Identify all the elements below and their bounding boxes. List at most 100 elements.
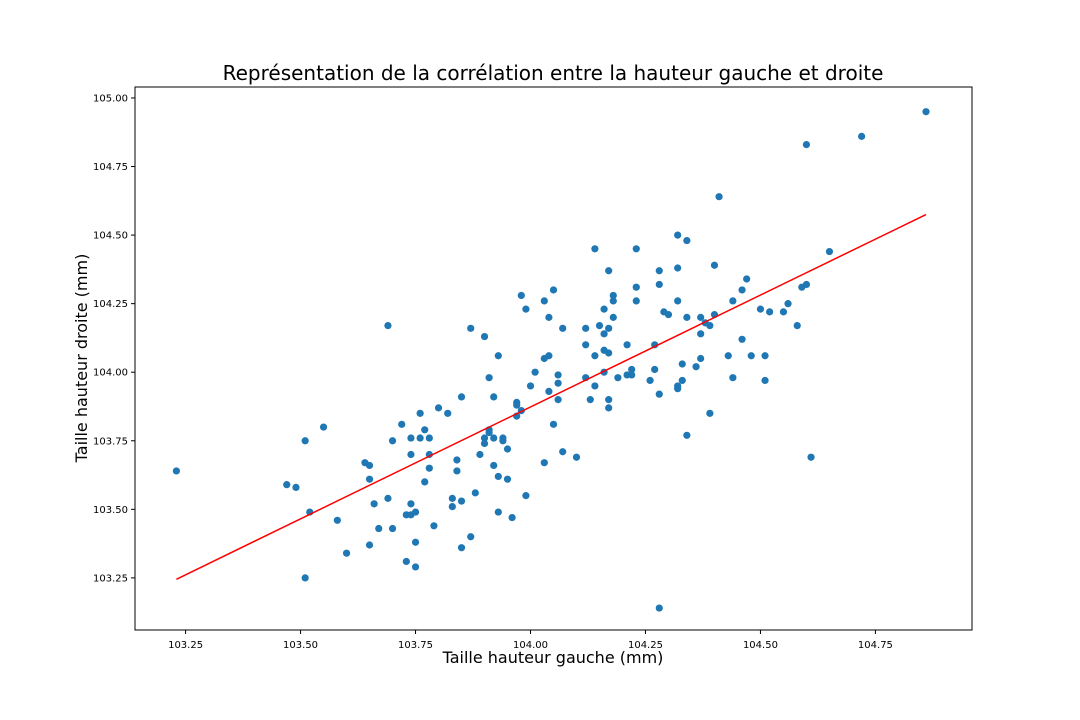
data-point: [683, 313, 691, 321]
data-point: [522, 305, 530, 313]
data-point: [761, 376, 769, 385]
data-point: [582, 341, 590, 349]
data-point: [540, 459, 548, 467]
data-point: [480, 332, 489, 341]
data-point: [490, 393, 498, 401]
data-point: [784, 300, 792, 308]
plot-area-frame: [134, 86, 973, 631]
data-point: [756, 305, 765, 313]
data-point: [480, 439, 489, 448]
data-point: [807, 453, 815, 461]
data-point: [453, 467, 461, 475]
data-point: [609, 313, 617, 321]
data-point: [407, 434, 415, 442]
data-point: [545, 313, 553, 321]
data-point: [600, 330, 608, 338]
data-point: [591, 352, 599, 360]
data-point: [628, 371, 636, 379]
data-point: [646, 376, 654, 385]
regression-line: [176, 213, 927, 580]
data-point: [292, 483, 300, 491]
data-point: [517, 291, 525, 300]
data-point: [632, 297, 640, 305]
x-tick-label: 103.25: [168, 640, 203, 651]
data-point: [342, 549, 351, 557]
data-point: [609, 297, 617, 305]
data-point: [457, 497, 466, 505]
data-point: [407, 500, 415, 508]
data-point: [453, 456, 461, 464]
data-point: [494, 352, 502, 360]
data-point: [388, 524, 397, 533]
data-point: [411, 508, 420, 516]
x-axis-label: Taille hauteur gauche (mm): [442, 648, 664, 667]
data-point: [655, 280, 663, 289]
data-point: [467, 324, 475, 332]
data-point: [416, 409, 424, 417]
data-point: [747, 352, 755, 360]
data-point: [697, 313, 705, 321]
data-point: [683, 236, 691, 245]
x-tick-label: 104.25: [628, 640, 663, 651]
data-point: [632, 283, 640, 291]
data-point: [922, 108, 930, 116]
y-tick-label: 104.00: [93, 368, 128, 379]
data-point: [802, 280, 811, 289]
data-point: [802, 140, 811, 149]
data-point: [664, 311, 673, 319]
data-point: [457, 393, 466, 401]
data-point: [425, 464, 433, 472]
data-point: [370, 500, 378, 508]
data-point: [655, 267, 663, 275]
data-point: [480, 434, 489, 442]
y-tick-label: 105.00: [93, 93, 128, 104]
data-point: [333, 516, 341, 524]
data-point: [651, 365, 659, 374]
data-point: [549, 420, 558, 428]
data-point: [554, 379, 562, 387]
data-point: [793, 321, 801, 330]
chart-title: Représentation de la corrélation entre l…: [223, 61, 884, 85]
y-tick-label: 103.25: [93, 573, 128, 584]
data-point: [499, 437, 507, 445]
data-point: [554, 371, 562, 379]
data-point: [545, 387, 553, 396]
data-point: [595, 321, 604, 330]
data-point: [421, 426, 429, 434]
data-point: [522, 492, 530, 500]
data-point: [540, 297, 548, 305]
data-point: [697, 354, 705, 363]
data-point: [715, 193, 723, 201]
data-point: [706, 321, 714, 330]
data-point: [605, 267, 613, 275]
data-point: [724, 352, 732, 360]
y-axis: 103.25 103.50 103.75 104.00 104.25 104.50 104.…: [93, 93, 135, 584]
x-tick-label: 103.50: [283, 640, 318, 651]
data-point: [674, 297, 682, 305]
y-tick-label: 103.50: [93, 505, 128, 516]
data-point: [365, 461, 374, 470]
data-point: [407, 450, 415, 459]
data-point: [605, 324, 613, 332]
data-point: [559, 324, 567, 332]
data-point: [582, 324, 590, 332]
data-point: [674, 264, 682, 272]
data-point: [710, 261, 719, 269]
data-point: [471, 489, 479, 497]
data-point: [554, 396, 562, 404]
data-point: [457, 544, 466, 552]
data-point: [485, 374, 493, 382]
data-point: [605, 349, 613, 357]
data-point: [508, 513, 516, 522]
data-point: [301, 574, 309, 582]
data-point: [526, 382, 535, 390]
data-point: [172, 467, 180, 475]
x-tick-label: 104.50: [743, 640, 778, 651]
data-point: [655, 390, 663, 398]
data-point: [319, 423, 328, 431]
data-point: [738, 286, 746, 294]
data-point: [411, 563, 420, 571]
data-points: [172, 108, 930, 612]
x-axis: 103.25 103.50 103.75 104.00 104.25 104.50 104.…: [168, 630, 893, 651]
data-point: [490, 434, 498, 442]
